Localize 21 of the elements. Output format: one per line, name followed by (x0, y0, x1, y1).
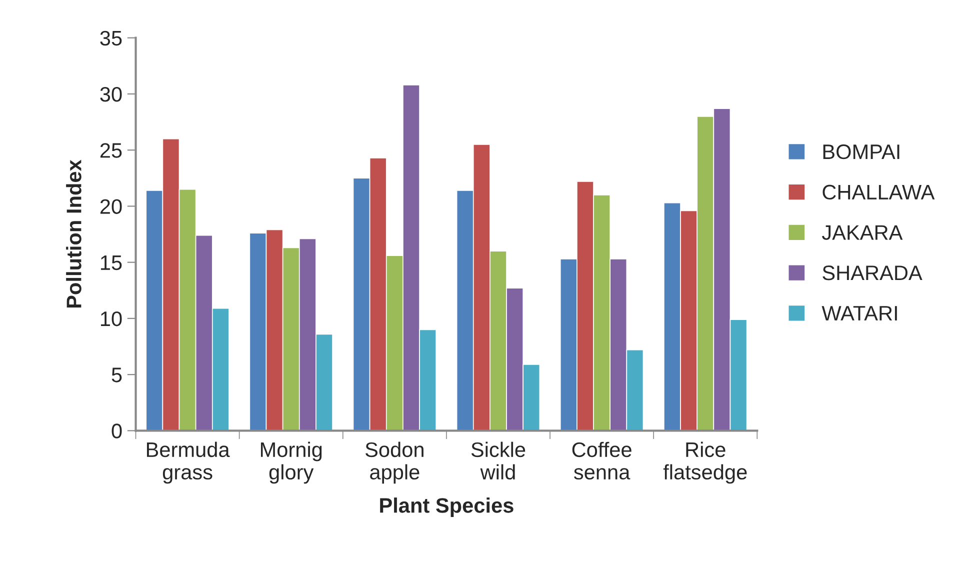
x-tick-label: Mornig glory (260, 442, 322, 484)
y-tick-label: 15 (100, 256, 122, 270)
y-tick-label: 30 (100, 86, 122, 102)
y-axis-title: Pollution Index (66, 160, 82, 308)
legend-label: BOMPAI (823, 144, 900, 160)
y-tick-label: 5 (112, 368, 122, 382)
x-tick-label: Coffee senna (572, 442, 632, 480)
legend-label: SHARADA (822, 266, 922, 280)
y-tick-label: 25 (100, 143, 122, 158)
y-tick-label: 20 (100, 199, 122, 214)
x-tick-label: Bermuda grass (146, 442, 230, 484)
y-tick-label: 10 (100, 311, 122, 326)
legend-label: WATARI (822, 306, 897, 320)
legend-label: JAKARA (822, 225, 903, 240)
x-tick-label: Sodon apple (365, 442, 424, 484)
x-axis-title: Plant Species (380, 498, 514, 517)
legend-label: CHALLAWA (822, 184, 935, 200)
y-tick-label: 0 (112, 424, 122, 438)
x-tick-label: Rice flatsedge (663, 442, 747, 484)
x-tick-label: Sickle wild (471, 442, 526, 480)
y-tick-label: 35 (100, 30, 122, 46)
